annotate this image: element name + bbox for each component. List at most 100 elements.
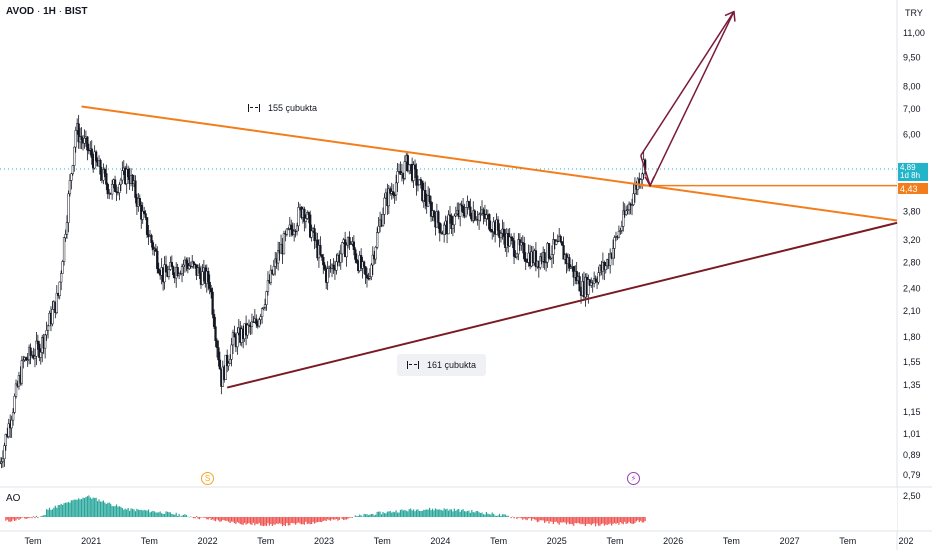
ao-bar [567,517,569,523]
ao-bar [131,508,134,517]
ao-bar [75,499,77,517]
ao-bar [420,510,422,517]
bars-range-label-bottom[interactable]: 161 çubukta [397,354,487,376]
candle-body [377,225,380,233]
currency-label[interactable]: TRY [905,8,923,18]
projection-arrow-down[interactable] [640,155,651,186]
candle-body [228,359,232,364]
ao-bar [638,517,640,523]
time-tick-label: 2023 [314,536,334,546]
ao-bar [280,517,282,524]
ao-bar [277,517,279,525]
candle-body [58,281,61,297]
candle-body [345,244,348,258]
ao-bar [11,517,13,522]
ao-bar [373,515,375,517]
projection-arrow-up[interactable] [649,11,735,186]
candle-body [512,240,516,257]
ao-bar [46,509,48,517]
trendline-upper[interactable] [81,105,898,222]
ao-bar [613,517,616,524]
ao-bar [115,504,118,517]
candle-body [294,230,297,233]
bars-range-label-top[interactable]: 155 çubukta [238,97,327,119]
dividend-event-icon[interactable]: S [201,472,214,485]
ao-bar [573,517,575,526]
price-tick-label: 3,80 [903,206,921,216]
ao-bar [166,511,169,517]
ao-bar [118,506,121,517]
ao-bar [27,517,29,519]
candle-body [141,211,144,220]
ao-bar [545,517,547,522]
candle-body [393,194,396,196]
ao-bar [242,517,244,525]
ao-bar [442,510,444,517]
candle-body [341,242,344,255]
ao-bar [273,517,275,525]
ao-bar [538,517,540,522]
ao-bar [299,517,301,524]
candle-body [217,347,220,361]
ao-bar [434,508,437,517]
trendline-lower[interactable] [226,221,898,389]
candle-body [418,179,421,186]
candle-body [597,272,600,283]
ao-bar [360,515,362,517]
candle-body [387,188,390,207]
candle-body [180,266,184,274]
ao-bar [267,517,269,524]
ao-bar [560,517,562,523]
ao-bar [412,509,415,517]
ao-bar [72,500,74,517]
ao-bar [627,517,629,524]
ao-bar [335,517,337,519]
candle-body [332,264,335,269]
ao-bar [212,517,214,520]
ao-bar [558,517,560,525]
projection-arrow-leg1[interactable] [640,11,735,156]
time-tick-label: Tem [606,536,623,546]
ao-bar [584,517,587,527]
symbol-header[interactable]: AVOD · 1H · BIST [6,6,88,17]
earnings-event-icon[interactable]: ⚡ [627,472,640,485]
ao-bar [465,511,467,517]
candle-body [354,249,357,260]
candle-body [127,169,130,177]
indicator-title[interactable]: AO [6,493,21,504]
ao-bar [580,517,582,525]
ao-bar [178,513,180,517]
ao-bar [571,517,573,525]
ao-bar [19,517,21,519]
ao-bar [541,517,543,521]
candle-body [562,245,565,260]
candle-body [164,264,168,273]
projection-arrow-head-down [644,176,655,188]
candle-body [339,253,342,263]
candle-body [263,304,267,308]
ao-bar [309,517,311,525]
ao-bar [107,503,109,517]
candle-body [163,264,166,283]
time-tick-label: 2022 [198,536,218,546]
ao-bar [427,509,429,517]
candle-body [46,325,50,331]
ao-bar [198,517,201,520]
ao-bar [300,517,303,525]
candle-body [55,293,58,313]
ao-bar [318,517,320,522]
ao-bar [568,517,570,525]
candle-body [259,316,262,320]
ao-bar [150,511,153,517]
candle-body [365,274,369,279]
candle-body [138,198,141,206]
ao-bar [303,517,305,525]
candle-body [374,247,377,260]
candle-body [265,291,268,305]
candle-body [396,171,399,184]
ao-bar [450,509,453,517]
price-tick-label: 2,40 [903,284,921,294]
ao-bar [104,502,106,517]
candle-body [45,330,48,336]
